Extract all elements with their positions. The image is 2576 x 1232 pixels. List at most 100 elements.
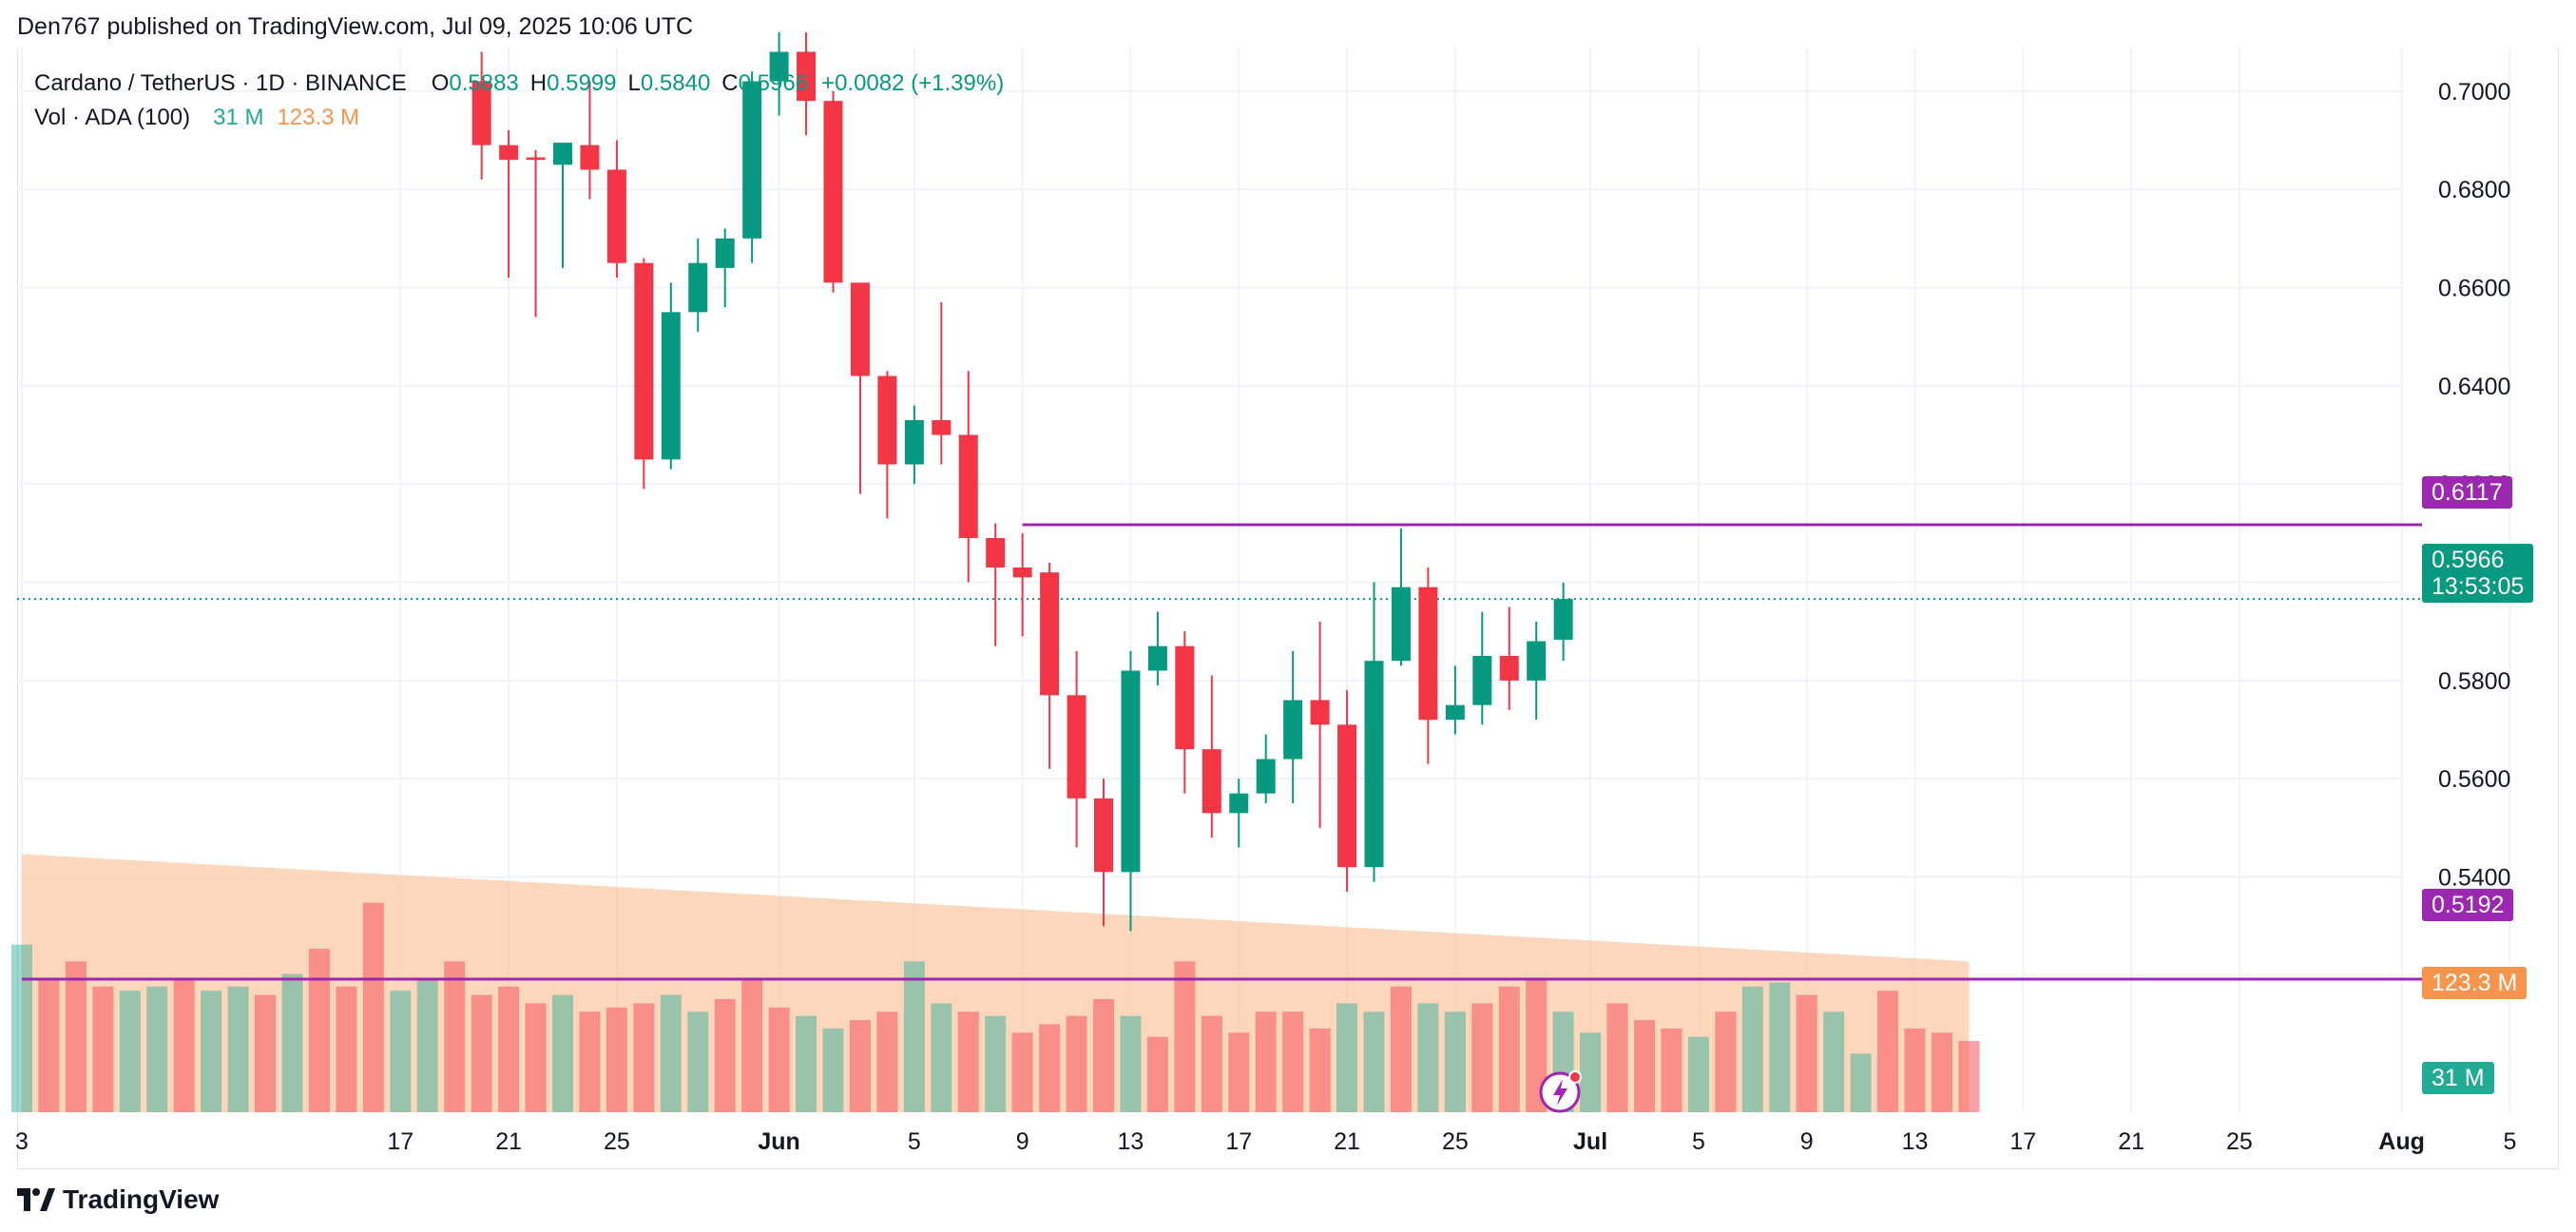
price-tick-label: 0.5400 (2438, 865, 2510, 892)
legend-volume-row: Vol · ADA (100) 31 M 123.3 M (34, 101, 1004, 135)
candle (1147, 611, 1167, 685)
time-tick-label: 21 (1334, 1128, 1360, 1155)
volume-bar (1661, 1028, 1682, 1112)
time-tick-label: 21 (495, 1128, 522, 1155)
volume-bar (633, 1003, 655, 1112)
candle-body (877, 375, 897, 465)
candle (986, 523, 1006, 646)
price-tick-label: 0.6400 (2438, 374, 2510, 400)
volume-pane (11, 854, 1980, 1112)
volume-bar (1931, 1032, 1952, 1112)
candle-body (769, 51, 789, 82)
price-tick-label: 0.5600 (2438, 766, 2510, 793)
tradingview-logo[interactable]: TradingView (17, 1184, 219, 1215)
candle (797, 31, 817, 136)
volume-bar (1526, 977, 1548, 1112)
horizontal-levels (17, 523, 2422, 981)
support-price-tag: 0.5192 (2422, 889, 2514, 921)
volume-bar (768, 1007, 790, 1112)
last-price-value: 0.5966 (2432, 547, 2505, 573)
volume-bar (1634, 1020, 1655, 1112)
volume-bar (931, 1003, 952, 1112)
volume-bar (876, 1011, 898, 1112)
candle-body (797, 51, 817, 102)
candle (526, 149, 546, 318)
time-tick-label: 25 (1442, 1128, 1469, 1155)
candle (877, 371, 897, 519)
volume-bar (1417, 1003, 1439, 1112)
volume-bar (1390, 986, 1412, 1112)
candle (823, 90, 843, 293)
candle-body (1445, 704, 1465, 721)
volume-bar (1309, 1028, 1331, 1112)
time-tick-label: Aug (2378, 1128, 2425, 1155)
volume-bar (471, 994, 492, 1112)
time-tick-label: 3 (15, 1128, 29, 1155)
candle (499, 130, 519, 279)
legend-open: 0.5883 (449, 70, 519, 96)
candle (553, 143, 572, 268)
candle (1391, 528, 1411, 666)
volume-bar (336, 986, 357, 1112)
candle-body (932, 420, 952, 435)
candle-body (553, 143, 572, 165)
volume-bar (146, 986, 168, 1112)
candle-body (634, 262, 654, 460)
candle-body (1121, 670, 1141, 873)
candle (580, 81, 600, 200)
legend-volume-label[interactable]: Vol · ADA (100) (34, 105, 191, 130)
volume-bar (362, 902, 384, 1112)
time-tick-label: 21 (2118, 1128, 2144, 1155)
volume-bar (1796, 994, 1817, 1112)
candle-body (1067, 695, 1086, 799)
candle-body (1094, 798, 1113, 873)
candle-body (1527, 641, 1547, 681)
volume-bar (255, 994, 277, 1112)
volume-bar (1471, 1003, 1493, 1112)
candle-body (1499, 656, 1519, 681)
candle-body (1283, 700, 1303, 760)
volume-bar (714, 999, 736, 1112)
bolt-icon[interactable] (1537, 1068, 1585, 1115)
resistance-price-tag: 0.6117 (2422, 476, 2512, 509)
legend-symbol[interactable]: Cardano / TetherUS · 1D · BINANCE (34, 70, 407, 96)
candle (1256, 734, 1276, 803)
volume-ma-tag: 123.3 M (2422, 967, 2528, 999)
candle (850, 282, 870, 494)
volume-bar (1687, 1036, 1709, 1112)
volume-bar (1066, 1015, 1087, 1112)
time-tick-label: 17 (387, 1128, 413, 1155)
volume-bar (1146, 1036, 1168, 1112)
legend-volume-ma: 123.3 M (277, 105, 360, 130)
volume-bar (11, 944, 32, 1112)
candle (688, 238, 708, 332)
candle-body (1364, 661, 1384, 868)
volume-bar (444, 961, 466, 1112)
legend-ohlc-row: Cardano / TetherUS · 1D · BINANCE O0.5883… (34, 67, 1004, 101)
volume-bar (1174, 961, 1196, 1112)
volume-bar (201, 991, 222, 1112)
candles (471, 31, 1573, 932)
candle-body (1310, 700, 1330, 725)
legend-high: 0.5999 (547, 70, 617, 96)
volume-bar (1606, 1003, 1628, 1112)
bar-countdown: 13:53:05 (2432, 573, 2525, 600)
candle-body (1040, 572, 1060, 696)
candle-body (661, 312, 681, 460)
volume-bar (579, 1011, 601, 1112)
legend-high-label: H (529, 70, 548, 96)
tradingview-logo-icon (17, 1188, 55, 1211)
time-tick-label: Jul (1573, 1128, 1607, 1155)
volume-bar (1336, 1003, 1358, 1112)
legend-close: 0.5966 (738, 70, 809, 96)
legend-close-label: C (721, 70, 739, 96)
volume-bar (1039, 1024, 1061, 1112)
volume-bar (1201, 1015, 1222, 1112)
volume-bar (1823, 1011, 1845, 1112)
candle-body (1418, 587, 1438, 721)
candle-body (986, 538, 1006, 568)
candle-body (526, 157, 546, 161)
volume-bar (1228, 1032, 1250, 1112)
candle-body (499, 144, 519, 161)
